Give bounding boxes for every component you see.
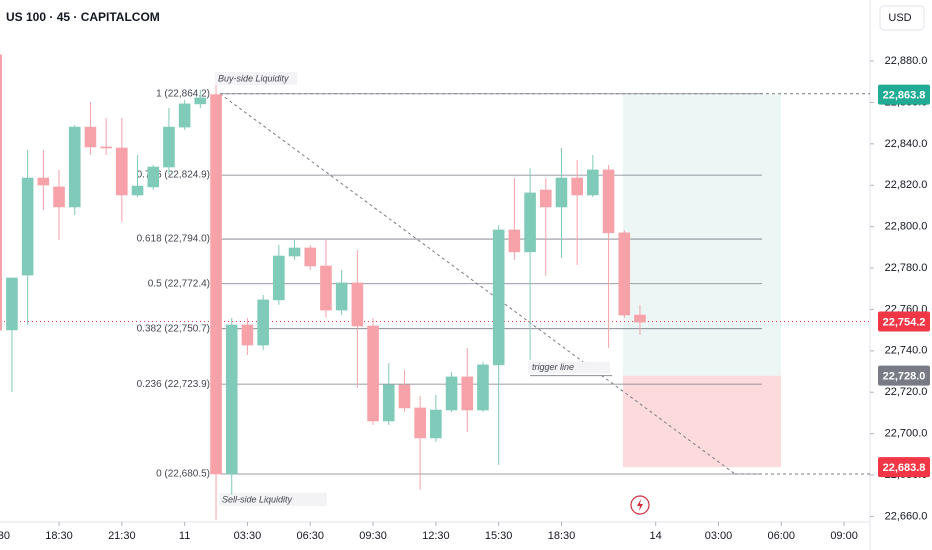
price-label: 22,863.8 (883, 89, 926, 101)
y-tick-label: 22,880.0 (885, 55, 928, 67)
candle-body (84, 126, 97, 148)
price-label-box (878, 311, 930, 332)
candle-body (618, 232, 631, 316)
candle-body (6, 277, 18, 331)
x-tick-label: 09:00 (830, 530, 858, 542)
y-tick-label: 22,820.0 (885, 179, 928, 191)
candle-body (430, 409, 442, 439)
candle-body (571, 177, 583, 196)
x-tick-label: 21:30 (108, 530, 136, 542)
plot-area: 1 (22,864.2) 0.786 (22,824.9) 0.618 (22,79… (0, 54, 870, 520)
price-label: 22,683.8 (883, 462, 926, 474)
candle-body (21, 177, 34, 276)
price-label-box (878, 84, 930, 105)
candle-body (0, 54, 3, 331)
candle-body (351, 282, 364, 327)
candle-body (131, 185, 144, 196)
x-tick-label: 12:30 (422, 530, 450, 542)
candle-body (398, 384, 411, 409)
candle-body (524, 192, 536, 253)
x-tick-label: 11 (179, 530, 190, 542)
fib-label: 0 (22,680.5) (156, 469, 210, 480)
candle-body (445, 376, 458, 411)
y-tick-label: 22,780.0 (885, 262, 928, 274)
x-tick-label: 18:30 (548, 530, 576, 542)
fib-label: 0.618 (22,794.0) (137, 234, 210, 245)
candle-body (210, 94, 222, 475)
buy-side-bg (215, 72, 297, 85)
candle-body (634, 314, 646, 323)
trigger-label: trigger line (532, 362, 574, 372)
y-tick-label: 22,700.0 (885, 428, 928, 440)
currency[interactable]: USD (888, 12, 911, 24)
fib-label: 0.786 (22,824.9) (137, 170, 210, 181)
x-tick-label: 14 (650, 530, 662, 542)
trigger-label-bg (528, 361, 610, 374)
candle-body (288, 247, 301, 257)
candle-body (555, 177, 568, 208)
candle-body (225, 324, 238, 475)
y-tick-label: 22,840.0 (885, 138, 928, 150)
y-tick-label: 22,720.0 (885, 386, 928, 398)
price-label-box (878, 457, 930, 478)
y-tick-label: 22,740.0 (885, 345, 928, 357)
loss-zone (623, 375, 781, 468)
x-tick-label: 15:30 (0, 530, 10, 542)
y-tick-label: 22,800.0 (885, 221, 928, 233)
candle-body (587, 169, 599, 196)
candle-body (539, 189, 552, 208)
candle-body (335, 282, 348, 311)
candle-body (116, 147, 128, 196)
candle-body (414, 407, 426, 439)
candle-body (163, 126, 175, 168)
currency-button[interactable] (879, 5, 925, 31)
candle-body (37, 177, 50, 186)
x-tick-label: 15:30 (485, 530, 513, 542)
candle-body (508, 229, 521, 253)
candle-body (241, 324, 254, 346)
price-label: 22,728.0 (883, 371, 926, 383)
x-tick-label: 06:00 (768, 530, 796, 542)
candle-body (273, 255, 285, 301)
sell-side-label: Sell-side Liquidity (222, 494, 293, 504)
sell-side-bg (219, 493, 327, 506)
symbol-title: US 100 · 45 · CAPITALCOM (6, 10, 160, 24)
candle-body (147, 166, 160, 188)
x-tick-label: 03:00 (705, 530, 733, 542)
candle-body (257, 299, 269, 346)
fib-label: 1 (22,864.2) (156, 88, 210, 99)
fib-label: 0.236 (22,723.9) (137, 379, 210, 390)
price-label: 22,754.2 (883, 316, 926, 328)
candle-body (492, 229, 505, 366)
fib-label: 0.382 (22,750.7) (137, 323, 210, 334)
candle-body (320, 265, 332, 311)
candle-body (194, 97, 207, 105)
event-icon-bolt (637, 499, 643, 511)
candle-body (367, 325, 379, 422)
x-tick-label: 03:30 (234, 530, 262, 542)
profit-zone (623, 94, 781, 376)
candle-body (100, 146, 112, 149)
x-tick-label: 09:30 (359, 530, 387, 542)
candle-body (178, 103, 191, 128)
candle-body (304, 247, 317, 267)
y-tick-label: 22,660.0 (885, 510, 928, 522)
candle-body (477, 364, 489, 411)
x-tick-label: 06:30 (296, 530, 324, 542)
candle-body (68, 126, 81, 208)
fib-label: 0.5 (22,772.4) (148, 278, 210, 289)
candle-body (382, 384, 395, 422)
x-tick-label: 18:30 (45, 530, 73, 542)
candle-body (602, 169, 615, 234)
candle-body (53, 186, 65, 208)
price-label-box (878, 365, 930, 386)
fib-trend (219, 93, 736, 475)
candle-body (461, 376, 474, 411)
buy-side-label: Buy-side Liquidity (218, 73, 289, 83)
